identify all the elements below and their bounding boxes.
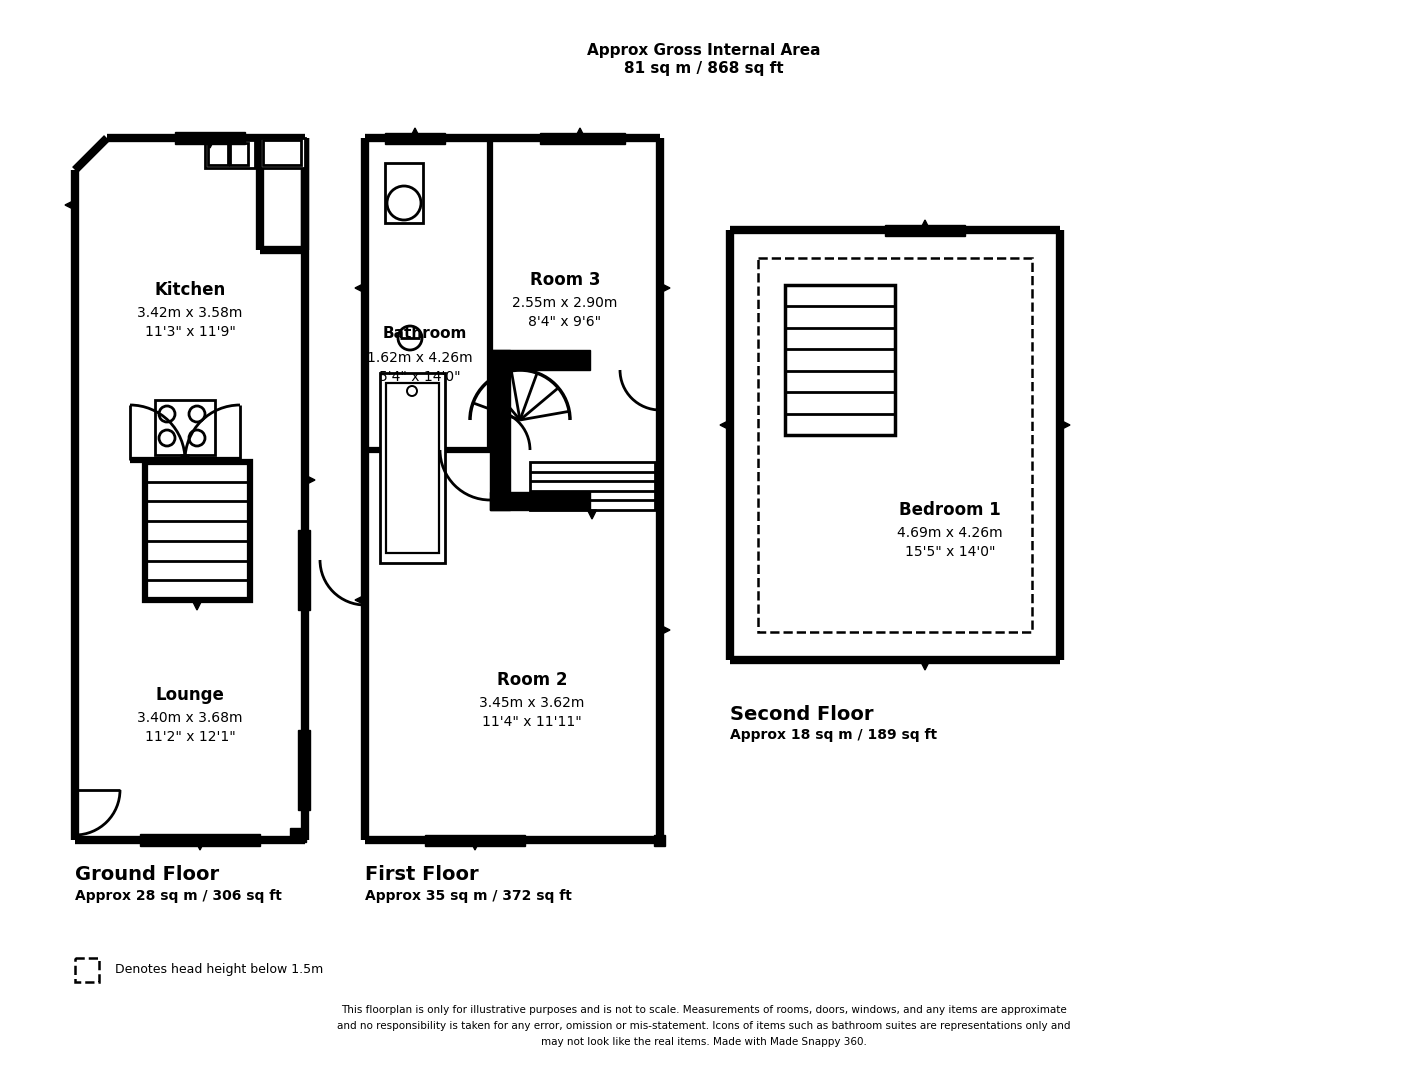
Bar [209,143,228,165]
Text: Room 2: Room 2 [497,671,568,689]
Bar [885,225,965,237]
Text: Bedroom 1: Bedroom 1 [899,501,1000,519]
Bar [490,492,590,510]
Text: Denotes head height below 1.5m: Denotes head height below 1.5m [116,963,323,976]
Text: 3.42m x 3.58m: 3.42m x 3.58m [137,306,242,320]
Text: Approx 28 sq m / 306 sq ft: Approx 28 sq m / 306 sq ft [75,889,282,903]
Polygon shape [355,283,365,293]
Polygon shape [194,840,204,850]
Text: First Floor: First Floor [365,865,479,885]
Bar [290,828,306,842]
Text: Bathroom: Bathroom [383,325,468,340]
Polygon shape [920,660,930,670]
Polygon shape [920,220,930,230]
Text: 11'3" x 11'9": 11'3" x 11'9" [145,325,235,339]
Text: Kitchen: Kitchen [155,281,225,299]
Text: 15'5" x 14'0": 15'5" x 14'0" [905,545,995,559]
Bar [230,143,248,165]
Polygon shape [659,625,671,635]
Bar [758,258,1031,632]
Polygon shape [575,129,585,138]
Bar [490,350,590,370]
Text: 81 sq m / 868 sq ft: 81 sq m / 868 sq ft [624,60,783,76]
Bar [297,530,310,610]
Polygon shape [720,420,730,430]
Polygon shape [180,455,189,464]
Bar [490,350,510,510]
Text: 1.62m x 4.26m: 1.62m x 4.26m [368,351,473,365]
Bar [175,132,245,144]
Text: Ground Floor: Ground Floor [75,865,220,885]
Text: 5'4" x 14'0": 5'4" x 14'0" [379,370,461,384]
Bar [204,140,255,168]
Bar [297,730,310,810]
Text: Approx 35 sq m / 372 sq ft: Approx 35 sq m / 372 sq ft [365,889,572,903]
Bar [145,462,249,600]
Bar [530,462,655,510]
Polygon shape [659,283,671,293]
Text: 3.40m x 3.68m: 3.40m x 3.68m [137,711,242,725]
Text: 4.69m x 4.26m: 4.69m x 4.26m [898,526,1003,540]
Bar [139,834,261,846]
Bar [654,835,665,846]
Text: 2.55m x 2.90m: 2.55m x 2.90m [513,296,617,310]
Text: Approx 18 sq m / 189 sq ft: Approx 18 sq m / 189 sq ft [730,728,937,742]
Text: Room 3: Room 3 [530,271,600,289]
Text: Second Floor: Second Floor [730,705,874,725]
Polygon shape [410,129,420,138]
Bar [261,138,304,168]
Bar [386,383,440,553]
Bar [385,163,423,222]
Bar [75,958,99,982]
Bar [540,133,626,144]
Polygon shape [65,200,75,210]
Text: 3.45m x 3.62m: 3.45m x 3.62m [479,696,585,710]
Text: and no responsibility is taken for any error, omission or mis-statement. Icons o: and no responsibility is taken for any e… [337,1021,1071,1031]
Bar [785,285,895,435]
Text: 8'4" x 9'6": 8'4" x 9'6" [528,315,602,329]
Text: 11'4" x 11'11": 11'4" x 11'11" [482,715,582,729]
Text: This floorplan is only for illustrative purposes and is not to scale. Measuremen: This floorplan is only for illustrative … [341,1005,1067,1015]
Bar [155,400,216,455]
Text: 11'2" x 12'1": 11'2" x 12'1" [145,730,235,744]
Polygon shape [192,600,201,610]
Bar [385,133,445,144]
Polygon shape [471,840,480,850]
Polygon shape [355,595,365,605]
Bar [263,140,302,165]
Polygon shape [304,475,316,485]
Text: Approx Gross Internal Area: Approx Gross Internal Area [588,42,821,57]
Polygon shape [204,138,216,148]
Bar [426,835,526,846]
Bar [380,373,445,563]
Polygon shape [1060,420,1069,430]
Text: may not look like the real items. Made with Made Snappy 360.: may not look like the real items. Made w… [541,1037,867,1047]
Text: Lounge: Lounge [155,686,224,704]
Polygon shape [588,510,596,519]
